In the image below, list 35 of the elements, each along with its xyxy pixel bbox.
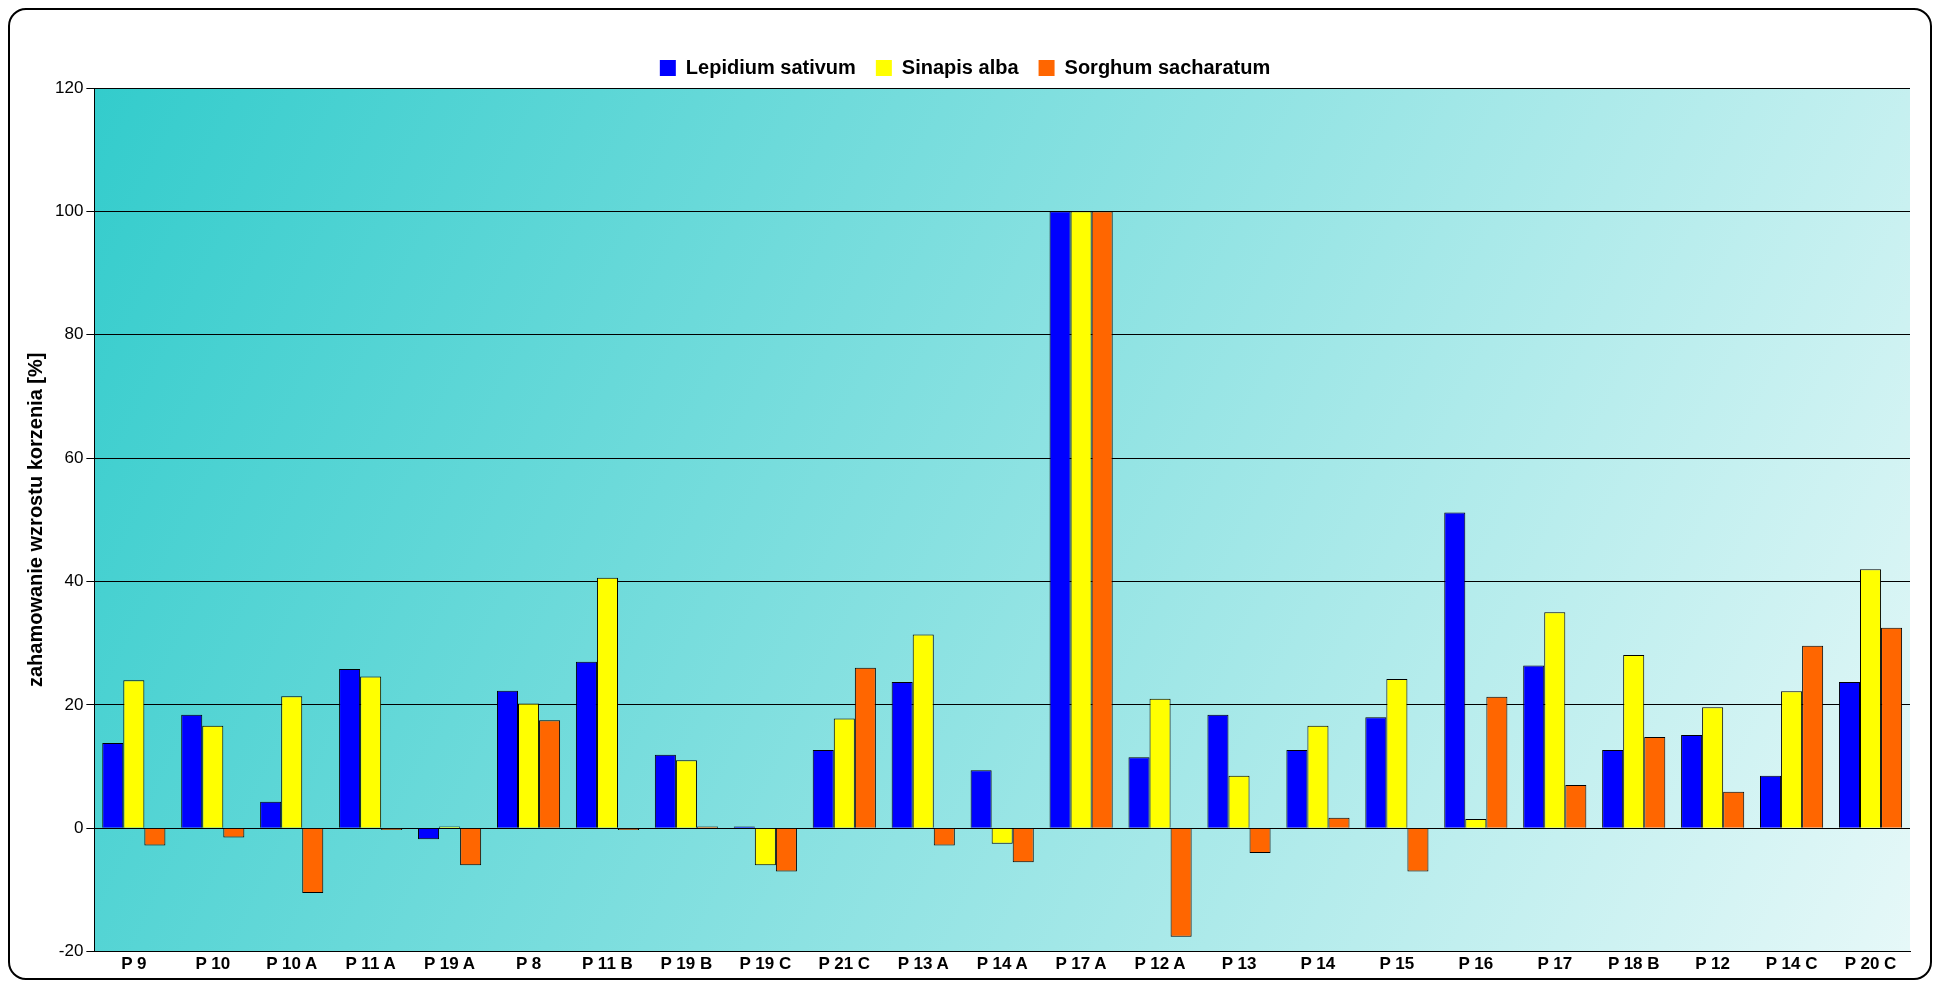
x-tick-label: P 19 B	[660, 954, 713, 974]
x-tick-label: P 12	[1695, 954, 1730, 974]
legend-label: Lepidium sativum	[685, 55, 856, 78]
y-tick-label: 40	[64, 571, 84, 591]
legend-label: Sinapis alba	[901, 55, 1020, 78]
x-tick-label: P 10	[195, 954, 231, 974]
y-tick-label: 60	[64, 447, 84, 467]
x-tick-label: P 20 C	[1844, 954, 1897, 974]
x-tick-label: P 16	[1458, 954, 1494, 974]
y-axis-title: zahamowanie wzrostu korzenia [%]	[23, 352, 46, 688]
y-tick-label: 80	[64, 324, 84, 344]
x-tick-label: P 19 C	[739, 954, 792, 974]
y-tick-label: 100	[54, 201, 84, 221]
x-tick-label: P 17 A	[1055, 954, 1107, 974]
x-tick-label: P 13	[1221, 954, 1257, 974]
x-tick-label: P 8	[515, 954, 542, 974]
x-tick-label: P 14	[1300, 954, 1336, 974]
x-tick-label: P 9	[121, 954, 147, 974]
x-tick-label: P 14 C	[1765, 954, 1818, 974]
x-tick-label: P 11 A	[345, 954, 396, 974]
x-tick-label: P 19 A	[424, 954, 476, 974]
x-tick-label: P 12 A	[1134, 954, 1186, 974]
x-tick-label: P 13 A	[897, 954, 949, 974]
legend-label: Sorghum sacharatum	[1064, 55, 1271, 78]
y-tick-label: 0	[73, 817, 84, 837]
x-tick-label: P 15	[1379, 954, 1415, 974]
x-tick-label: P 14 A	[976, 954, 1028, 974]
x-tick-label: P 21 C	[818, 954, 871, 974]
x-tick-label: P 10 A	[266, 954, 318, 974]
y-tick-label: -20	[58, 941, 84, 961]
x-tick-label: P 18 B	[1607, 954, 1660, 974]
x-tick-label: P 17	[1537, 954, 1573, 974]
y-tick-label: 120	[54, 77, 84, 97]
y-tick-label: 20	[64, 694, 84, 714]
x-tick-label: P 11 B	[582, 954, 633, 974]
